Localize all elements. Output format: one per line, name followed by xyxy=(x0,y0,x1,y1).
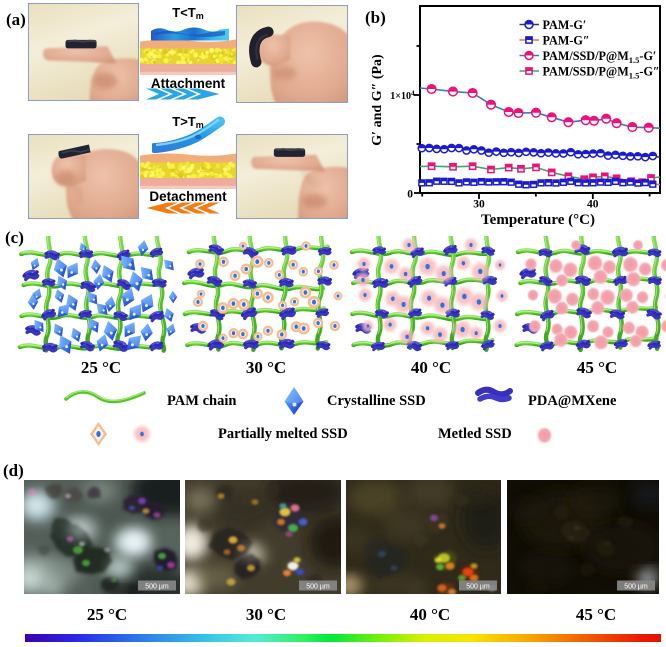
svg-text:PAM/SSD/P@M1.5-G″: PAM/SSD/P@M1.5-G″ xyxy=(543,64,660,80)
svg-text:30: 30 xyxy=(473,199,485,211)
svg-text:PAM-G′: PAM-G′ xyxy=(543,18,587,32)
svg-text:500 µm: 500 µm xyxy=(145,584,169,591)
svg-text:40: 40 xyxy=(587,199,599,211)
svg-text:G′ and G″ (Pa): G′ and G″ (Pa) xyxy=(372,54,385,146)
svg-text:PAM/SSD/P@M1.5-G′: PAM/SSD/P@M1.5-G′ xyxy=(543,49,657,65)
svg-text:PAM-G″: PAM-G″ xyxy=(543,33,590,47)
svg-text:500 µm: 500 µm xyxy=(466,584,490,591)
svg-text:Temperature (°C): Temperature (°C) xyxy=(481,212,595,228)
svg-text:500 µm: 500 µm xyxy=(624,584,648,591)
svg-text:500 µm: 500 µm xyxy=(306,584,330,591)
svg-text:1×104: 1×104 xyxy=(390,90,415,103)
svg-text:0: 0 xyxy=(407,189,413,201)
